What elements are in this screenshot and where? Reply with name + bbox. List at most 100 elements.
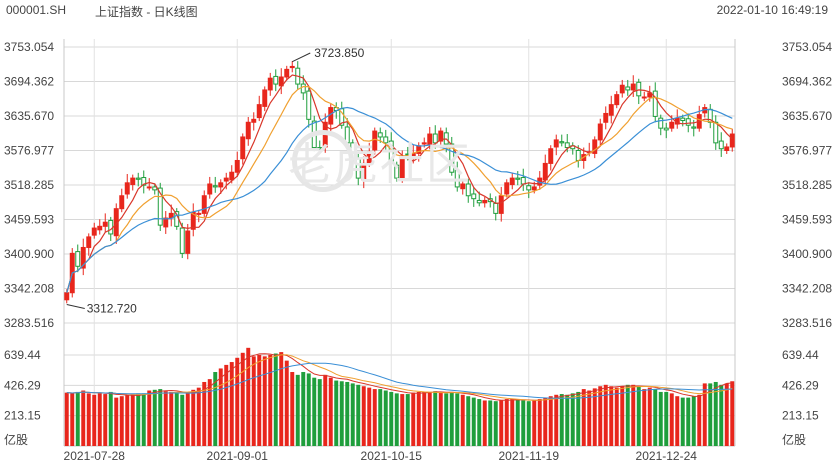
candle-body — [212, 185, 218, 188]
candle-body — [575, 149, 581, 161]
candle-body — [476, 199, 482, 204]
candle-body — [652, 90, 658, 117]
candle-body — [636, 81, 642, 97]
candle-body — [284, 68, 290, 78]
volume-bar — [504, 399, 509, 446]
volume-bar — [339, 381, 344, 446]
low-marker-line — [66, 304, 85, 309]
date-tick-label: 2021-11-19 — [499, 449, 560, 463]
volume-bar — [70, 393, 75, 446]
volume-ma5-line — [66, 353, 733, 401]
volume-bar — [653, 389, 658, 446]
candle-body — [207, 183, 213, 195]
volume-bar — [334, 380, 339, 446]
ma5-line — [66, 74, 733, 293]
volume-axis-label-left: 639.44 — [4, 348, 41, 362]
candle-body — [383, 136, 389, 144]
volume-bar — [570, 393, 575, 446]
volume-axis-label-left: 213.15 — [4, 409, 41, 423]
candle-body — [218, 182, 224, 188]
volume-bar — [647, 387, 652, 446]
volume-bar — [515, 399, 520, 446]
date-tick-label: 2021-09-01 — [207, 449, 269, 463]
volume-ma10-line — [66, 354, 733, 401]
candle-body — [91, 227, 97, 236]
volume-bar — [114, 397, 119, 446]
volume-bar — [317, 379, 322, 446]
price-axis-label-left: 3694.362 — [4, 75, 54, 89]
candle-body — [592, 139, 598, 154]
price-axis-label-left: 3635.670 — [4, 109, 54, 123]
candle-body — [597, 123, 603, 141]
candle-body — [438, 130, 444, 142]
volume-bar — [130, 394, 135, 446]
candle-body — [658, 117, 664, 129]
volume-bar — [427, 391, 432, 446]
volume-bar — [680, 397, 685, 446]
price-axis-label-right: 3753.054 — [782, 40, 832, 54]
candle-body — [471, 193, 477, 200]
volume-bar — [229, 362, 234, 446]
volume-bar — [708, 383, 713, 446]
candle-body — [289, 65, 295, 69]
candle-body — [86, 236, 92, 248]
candle-body — [135, 177, 141, 180]
volume-bar — [455, 393, 460, 446]
volume-bar — [191, 389, 196, 446]
price-axis-label-right: 3342.208 — [782, 282, 832, 296]
volume-bar — [488, 400, 493, 446]
volume-bar — [664, 391, 669, 446]
volume-bar — [543, 397, 548, 446]
price-axis-label-left: 3753.054 — [4, 40, 54, 54]
volume-bar — [620, 386, 625, 446]
volume-bar — [460, 394, 465, 446]
watermark-logo — [292, 130, 354, 192]
volume-bar — [345, 381, 350, 446]
volume-bar — [576, 391, 581, 446]
price-axis-label-left: 3342.208 — [4, 282, 54, 296]
candle-body — [614, 94, 620, 106]
candle-body — [278, 76, 284, 87]
volume-bar — [257, 354, 262, 446]
volume-bar — [301, 372, 306, 446]
volume-bar — [438, 392, 443, 446]
volume-bar — [499, 400, 504, 446]
volume-bar — [323, 374, 328, 446]
candle-body — [124, 182, 130, 195]
candle-body — [559, 141, 565, 144]
price-axis-label-right: 3518.285 — [782, 178, 832, 192]
candle-body — [641, 96, 647, 99]
volume-bar — [587, 390, 592, 446]
candle-body — [548, 148, 554, 164]
candle-body — [729, 133, 735, 148]
candle-body — [669, 121, 675, 129]
candle-body — [251, 118, 257, 123]
candle-body — [245, 121, 251, 140]
date-tick-label: 2021-07-28 — [64, 449, 126, 463]
volume-bar — [92, 394, 97, 446]
volume-bar — [202, 381, 207, 446]
candle-body — [647, 92, 653, 98]
volume-bar — [306, 373, 311, 446]
volume-bar — [251, 356, 256, 446]
volume-bar — [279, 352, 284, 446]
candle-body — [713, 121, 719, 144]
candle-body — [509, 177, 515, 186]
volume-axis-label-right: 639.44 — [782, 348, 819, 362]
volume-bar — [108, 391, 113, 446]
volume-ma20-line — [66, 362, 733, 399]
volume-bar — [603, 384, 608, 446]
chart-title: 上证指数 - 日K线图 — [95, 5, 198, 19]
volume-bar — [636, 386, 641, 446]
candle-body — [256, 104, 262, 119]
candle-body — [603, 112, 609, 123]
candle-body — [80, 246, 86, 269]
volume-bar — [548, 396, 553, 446]
volume-bar — [493, 401, 498, 446]
candle-body — [460, 183, 466, 190]
timestamp: 2022-01-10 16:49:19 — [716, 3, 828, 17]
volume-bar — [174, 392, 179, 446]
low-annotation: 3312.720 — [87, 301, 137, 315]
candle-body — [542, 162, 548, 181]
volume-bar — [262, 356, 267, 446]
